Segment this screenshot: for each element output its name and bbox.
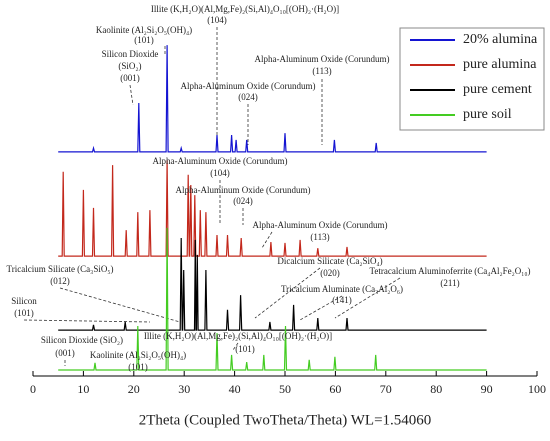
- annotation: (020): [320, 268, 340, 278]
- annotation: Tricalcium Aluminate (Ca₃Al₂O₆): [281, 284, 403, 294]
- annotation: Dicalcium Silicate (Ca₂SiO₄): [277, 256, 382, 266]
- annotation: Silicon: [11, 296, 37, 306]
- annotation: Alpha-Aluminum Oxide (Corundum): [253, 220, 388, 230]
- annotation: (141): [332, 295, 352, 305]
- x-tick-label: 50: [279, 382, 291, 396]
- legend-label: 20% alumina: [463, 32, 538, 47]
- annotation: Alpha-Aluminum Oxide (Corundum): [255, 54, 390, 64]
- leader-line: [334, 277, 401, 319]
- annotation: (SiO₂): [118, 61, 141, 71]
- annotation: (211): [440, 278, 459, 288]
- xrd-pattern: [58, 45, 487, 153]
- x-tick-label: 90: [481, 382, 493, 396]
- annotation: (104): [210, 168, 230, 178]
- x-tick-label: 70: [380, 382, 392, 396]
- xrd-pattern: [58, 160, 487, 257]
- annotation: Kaolinite (Al₂Si₂O₅(OH)₄): [96, 25, 192, 35]
- annotation: Tricalcium Silicate (Ca₃SiO₅): [7, 264, 114, 274]
- annotation: Silicon Dioxide: [102, 49, 159, 59]
- annotation: Kaolinite (Al₂Si₂O₅(OH)₄): [90, 350, 186, 360]
- leader-line: [299, 295, 343, 321]
- annotation: (001): [55, 348, 75, 358]
- legend-box: [399, 27, 545, 131]
- annotation: (101): [134, 35, 154, 45]
- leader-line: [261, 231, 273, 249]
- annotation: (104): [207, 15, 227, 25]
- x-tick-label: 30: [178, 382, 190, 396]
- leader-line: [232, 342, 239, 351]
- annotation: (101): [128, 362, 148, 372]
- x-tick-label: 10: [77, 382, 89, 396]
- annotation: Illite (K,H₂O)(Al,Mg,Fe)₂(Si,Al)₄O₁₀[(OH…: [151, 4, 339, 14]
- leader-line: [254, 267, 321, 319]
- x-tick-label: 80: [430, 382, 442, 396]
- annotation: (101): [235, 344, 255, 354]
- annotation: Alpha-Aluminum Oxide (Corundum): [176, 185, 311, 195]
- leader-line: [129, 84, 134, 106]
- x-axis-label: 2Theta (Coupled TwoTheta/Theta) WL=1.540…: [139, 412, 432, 428]
- legend-label: pure alumina: [463, 57, 537, 72]
- annotation: (113): [312, 66, 331, 76]
- legend-label: pure cement: [463, 82, 532, 97]
- annotation: (024): [233, 196, 253, 206]
- leader-line: [23, 319, 151, 323]
- leader-line: [59, 287, 181, 323]
- annotation: (101): [14, 308, 34, 318]
- x-tick-label: 0: [30, 382, 36, 396]
- x-tick-label: 20: [128, 382, 140, 396]
- annotation: (113): [310, 232, 329, 242]
- annotation: (001): [120, 73, 140, 83]
- x-tick-label: 60: [329, 382, 341, 396]
- annotation: Alpha-Aluminum Oxide (Corundum): [181, 81, 316, 91]
- annotation: Illite (K,H₂O)(Al,Mg,Fe)₂(Si,Al)₄O₁₀[(OH…: [144, 331, 332, 341]
- xrd-pattern: [58, 227, 487, 371]
- x-tick-label: 100: [528, 382, 546, 396]
- annotation: Alpha-Aluminum Oxide (Corundum): [153, 156, 288, 166]
- x-tick-label: 40: [229, 382, 241, 396]
- annotation: Silicon Dioxide (SiO₂): [41, 335, 123, 345]
- xrd-pattern: [58, 237, 487, 331]
- annotation: (024): [238, 92, 258, 102]
- annotation: (012): [50, 276, 70, 286]
- legend-label: pure soil: [463, 107, 512, 122]
- annotation: Tetracalcium Aluminoferrite (Ca₄Al₂Fe₂O₁…: [369, 266, 530, 276]
